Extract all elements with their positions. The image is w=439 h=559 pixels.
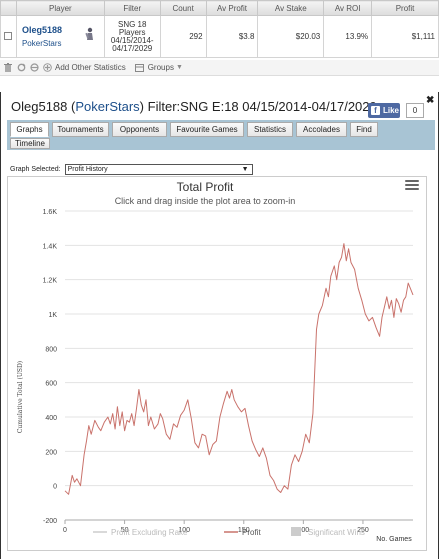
facebook-like-label: Like [383,106,400,115]
tab-accolades[interactable]: Accolades [296,122,347,137]
groups-chevron-down-icon[interactable]: ▼ [175,64,183,71]
column-header-av-roi[interactable]: Av ROI [323,0,373,16]
av-stake-cell: $20.03 [257,15,325,58]
column-header-count[interactable]: Count [159,0,207,16]
chart-gridlines [65,210,413,521]
x-tick-label: 0 [63,527,67,534]
y-tick-label: 400 [45,415,57,422]
row-checkbox[interactable] [4,31,13,40]
groups-icon[interactable] [135,63,145,73]
chart-series [64,243,414,495]
x-tick-label: 50 [121,527,129,534]
y-tick-label: -200 [43,518,57,525]
y-axis-title: Cumulative Total (USD) [17,361,24,433]
profit-chart[interactable]: Total Profit Click and drag inside the p… [7,176,427,551]
poker-player-icon [85,27,93,40]
y-axis-ticks: -200 0 200 400 600 800 1K 1.2K 1.4K 1.6K [43,209,58,525]
chart-title: Total Profit [177,180,234,194]
y-tick-label: 200 [45,449,57,456]
tab-opponents[interactable]: Opponents [112,122,167,137]
y-tick-label: 1K [48,312,57,319]
player-site-link[interactable]: PokerStars [21,39,62,48]
legend-significant-wins-symbol [291,527,301,536]
column-header-filter[interactable]: Filter [103,0,161,16]
av-roi-cell: 13.9% [323,15,373,58]
options-icon[interactable] [29,63,39,73]
legend-profit: Profit [242,528,261,537]
tab-statistics[interactable]: Statistics [247,122,293,137]
table-row[interactable]: Oleg5188 PokerStars SNG 18 Players 04/15… [0,15,439,58]
close-icon[interactable]: ✖ [426,95,435,106]
dialog-title-site[interactable]: PokerStars [75,99,140,114]
column-header-av-profit[interactable]: Av Profit [205,0,259,16]
profit-chart-svg[interactable]: Total Profit Click and drag inside the p… [8,177,426,550]
y-tick-label: 800 [45,346,57,353]
row-select-cell [0,15,17,58]
add-other-statistics-link[interactable]: Add Other Statistics [55,63,126,72]
dialog-header: Oleg5188 (PokerStars) Filter:SNG E:18 04… [1,92,438,118]
select-arrow-icon: ▼ [241,166,249,173]
refresh-icon[interactable] [16,63,26,73]
graph-type-select-value: Profit History [67,166,108,173]
chart-subtitle: Click and drag inside the plot area to z… [115,196,296,206]
y-tick-label: 1.6K [43,209,58,216]
legend-profit-excluding-rake: Profit Excluding Rake [111,528,188,537]
filter-cell: SNG 18 Players 04/15/2014- 04/17/2029 [103,15,161,58]
chart-legend: Profit Excluding Rake Profit Significant W… [93,527,365,537]
y-tick-label: 600 [45,381,57,388]
table-toolbar: Add Other Statistics Groups ▼ [0,60,439,76]
filter-line: 04/15/2014- [110,35,154,45]
chart-menu-icon[interactable] [405,180,419,192]
tab-favourite-games[interactable]: Favourite Games [170,122,244,137]
column-header-profit[interactable]: Profit [371,0,439,16]
tab-timeline[interactable]: Timeline [10,138,50,149]
player-stats-table: Player Filter Count Av Profit Av Stake A… [0,0,439,58]
facebook-like-button[interactable]: f Like [368,103,400,118]
y-tick-label: 0 [53,484,57,491]
y-tick-label: 1.4K [43,243,58,250]
y-tick-label: 1.2K [43,278,58,285]
x-tick-label: 100 [178,527,190,534]
graph-type-select[interactable]: Profit History ▼ [64,164,253,175]
dialog-tab-bar: Graphs Tournaments Opponents Favourite G… [7,120,435,150]
filter-line: SNG 18 [117,19,147,29]
facebook-like-count: 0 [406,103,424,118]
player-cell: Oleg5188 PokerStars [15,15,105,58]
filter-line: 04/17/2029 [112,43,153,53]
legend-significant-wins: Significant Wins [308,528,365,537]
dialog-title: Oleg5188 (PokerStars) Filter:SNG E:18 04… [11,99,377,114]
graph-selected-label: Graph Selected: [10,166,61,173]
av-profit-cell: $3.8 [205,15,259,58]
select-column-header [0,0,17,16]
dialog-title-player: Oleg5188 [11,99,68,114]
add-icon[interactable] [42,63,52,73]
profit-cell: $1,111 [371,15,439,58]
x-tick-label: 150 [238,527,250,534]
dialog-title-site-close: ) [139,99,145,114]
x-axis-ticks: 0 50 100 150 200 250 [63,520,369,534]
x-tick-label: 250 [357,527,369,534]
table-header-row: Player Filter Count Av Profit Av Stake A… [0,0,439,16]
count-cell: 292 [159,15,207,58]
column-header-player[interactable]: Player [15,0,105,16]
trash-icon[interactable] [3,63,13,73]
tab-find[interactable]: Find [350,122,378,137]
profit-series-line [64,243,414,495]
tab-tournaments[interactable]: Tournaments [52,122,109,137]
x-axis-title: No. Games [376,536,412,543]
dialog-title-site-open: ( [71,99,76,114]
dialog-title-filter: Filter:SNG E:18 04/15/2014-04/17/2029 [147,99,377,114]
x-tick-label: 200 [298,527,310,534]
tab-graphs[interactable]: Graphs [10,122,49,137]
facebook-icon: f [371,106,380,115]
groups-menu[interactable]: Groups [147,63,174,72]
column-header-av-stake[interactable]: Av Stake [257,0,325,16]
graph-selector-row: Graph Selected: Profit History ▼ [10,164,253,175]
filter-line: Players [118,27,146,37]
player-name-link[interactable]: Oleg5188 [21,25,62,35]
player-graph-dialog: Oleg5188 (PokerStars) Filter:SNG E:18 04… [0,92,439,559]
